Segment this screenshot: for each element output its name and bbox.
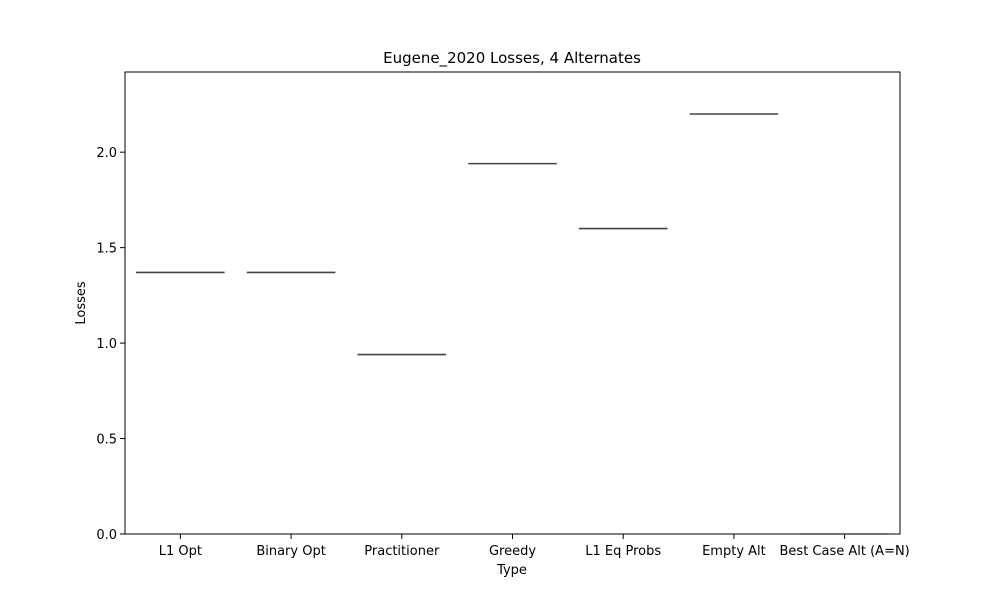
x-tick-label: Empty Alt [702,544,766,559]
y-tick-label: 2.0 [96,146,117,161]
x-tick-label: L1 Eq Probs [585,544,661,559]
y-tick-label: 1.5 [96,242,117,257]
series [136,113,889,535]
y-tick-label: 0.5 [96,433,117,448]
x-tick-label: Practitioner [364,544,440,559]
y-tick-label: 0.0 [96,528,117,543]
x-tick-label: Binary Opt [256,544,326,559]
plot-area [124,71,901,535]
x-tick-label: L1 Opt [159,544,202,559]
x-tick-label: Best Case Alt (A=N) [780,544,910,559]
x-axis: L1 Opt Binary Opt Practitioner Greedy L1 Eq … [159,534,910,559]
x-tick-label: Greedy [489,544,536,559]
y-tick-label: 1.0 [96,337,117,352]
x-axis-label: Type [496,563,527,578]
y-axis: 0.0 0.5 1.0 1.5 2.0 [96,146,125,543]
chart-title: Eugene_2020 Losses, 4 Alternates [383,49,641,68]
y-axis-label: Losses [74,281,89,325]
